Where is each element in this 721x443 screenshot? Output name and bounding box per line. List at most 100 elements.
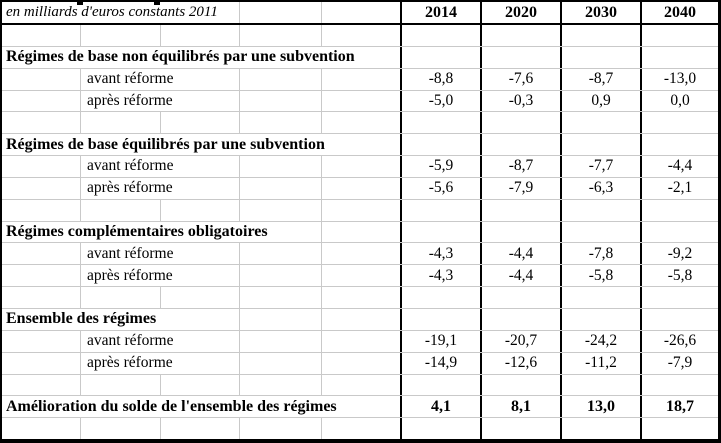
data-row-avant-reforme: avant réforme -8,8 -7,6 -8,7 -13,0 — [2, 68, 718, 91]
value-cell: -13,0 — [640, 68, 718, 90]
value-cell: -4,3 — [400, 243, 480, 265]
value-cell: 0,0 — [640, 90, 718, 112]
value-cell: -7,6 — [480, 68, 560, 90]
empty-cell — [480, 418, 560, 439]
empty-cell — [560, 374, 640, 396]
empty-cell — [480, 199, 560, 221]
value-cell: -5,6 — [400, 177, 480, 199]
empty-cell — [640, 25, 718, 46]
row-label: avant réforme — [2, 330, 400, 352]
value-cell: -7,9 — [480, 177, 560, 199]
value-cell: -8,7 — [560, 68, 640, 90]
empty-cell — [640, 221, 718, 243]
unit-label: en milliards d'euros constants 2011 — [2, 2, 400, 23]
summary-value-cell: 13,0 — [560, 396, 640, 418]
section-title: Ensemble des régimes — [2, 308, 400, 330]
empty-cell — [400, 287, 480, 308]
row-label: après réforme — [2, 90, 400, 112]
row-label: avant réforme — [2, 68, 400, 90]
data-row-apres-reforme: après réforme -5,6 -7,9 -6,3 -2,1 — [2, 177, 718, 200]
empty-cell — [400, 374, 480, 396]
section-title-row: Régimes de base non équilibrés par une s… — [2, 46, 718, 69]
spacer-row — [2, 112, 718, 135]
year-header-2030: 2030 — [560, 2, 640, 23]
empty-cell — [400, 418, 480, 439]
year-header-2040: 2040 — [640, 2, 718, 23]
spacer-row — [2, 25, 718, 47]
empty-cell — [480, 46, 560, 68]
value-cell: -26,6 — [640, 330, 718, 352]
empty-cell — [640, 308, 718, 330]
empty-cell — [640, 134, 718, 156]
value-cell: -9,2 — [640, 243, 718, 265]
value-cell: -5,8 — [640, 265, 718, 287]
empty-cell — [480, 308, 560, 330]
value-cell: -11,2 — [560, 352, 640, 374]
data-row-avant-reforme: avant réforme -19,1 -20,7 -24,2 -26,6 — [2, 330, 718, 353]
summary-value-cell: 18,7 — [640, 396, 718, 418]
empty-cell — [560, 134, 640, 156]
value-cell: -4,3 — [400, 265, 480, 287]
value-cell: -24,2 — [560, 330, 640, 352]
section-title: Régimes de base équilibrés par une subve… — [6, 135, 325, 153]
empty-cell — [480, 221, 560, 243]
value-cell: -4,4 — [480, 243, 560, 265]
data-row-avant-reforme: avant réforme -5,9 -8,7 -7,7 -4,4 — [2, 156, 718, 178]
empty-cell — [640, 374, 718, 396]
value-cell: -4,4 — [640, 156, 718, 177]
value-cell: -2,1 — [640, 177, 718, 199]
spacer-row — [2, 374, 718, 397]
empty-cell — [400, 46, 480, 68]
empty-cell — [560, 199, 640, 221]
data-row-apres-reforme: après réforme -5,0 -0,3 0,9 0,0 — [2, 90, 718, 113]
empty-cell — [640, 287, 718, 308]
value-cell: -7,8 — [560, 243, 640, 265]
empty-cell — [640, 199, 718, 221]
empty-cell — [2, 287, 400, 308]
data-row-avant-reforme: avant réforme -4,3 -4,4 -7,8 -9,2 — [2, 243, 718, 266]
empty-cell — [2, 374, 400, 396]
empty-cell — [400, 25, 480, 46]
value-cell: -0,3 — [480, 90, 560, 112]
value-cell: -5,8 — [560, 265, 640, 287]
row-label: avant réforme — [2, 243, 400, 265]
section-title-row: Régimes complémentaires obligatoires — [2, 221, 718, 244]
empty-cell — [480, 25, 560, 46]
value-cell: -14,9 — [400, 352, 480, 374]
value-cell: -5,0 — [400, 90, 480, 112]
section-title-row: Ensemble des régimes — [2, 308, 718, 331]
empty-cell — [2, 112, 400, 134]
header-row: en milliards d'euros constants 2011 2014… — [2, 2, 718, 25]
value-cell: -7,9 — [640, 352, 718, 374]
empty-cell — [560, 221, 640, 243]
row-label: après réforme — [2, 265, 400, 287]
empty-cell — [560, 287, 640, 308]
empty-cell — [560, 25, 640, 46]
value-cell: -4,4 — [480, 265, 560, 287]
value-cell: -8,8 — [400, 68, 480, 90]
year-header-2014: 2014 — [400, 2, 480, 23]
empty-cell — [400, 308, 480, 330]
row-label: après réforme — [2, 177, 400, 199]
empty-cell — [2, 199, 400, 221]
value-cell: -7,7 — [560, 156, 640, 177]
spacer-row — [2, 199, 718, 222]
empty-cell — [560, 112, 640, 134]
empty-cell — [400, 134, 480, 156]
value-cell: -6,3 — [560, 177, 640, 199]
value-cell: -8,7 — [480, 156, 560, 177]
row-label: après réforme — [2, 352, 400, 374]
summary-value-cell: 8,1 — [480, 396, 560, 418]
summary-value-cell: 4,1 — [400, 396, 480, 418]
section-title-row: Régimes de base équilibrés par une subve… — [2, 134, 718, 157]
empty-cell — [480, 112, 560, 134]
empty-cell — [560, 308, 640, 330]
value-cell: -20,7 — [480, 330, 560, 352]
spacer-row — [2, 418, 718, 439]
summary-label: Amélioration du solde de l'ensemble des … — [6, 397, 337, 415]
value-cell: -5,9 — [400, 156, 480, 177]
empty-cell — [640, 418, 718, 439]
section-title: Régimes de base non équilibrés par une s… — [6, 48, 355, 66]
spacer-row — [2, 287, 718, 309]
